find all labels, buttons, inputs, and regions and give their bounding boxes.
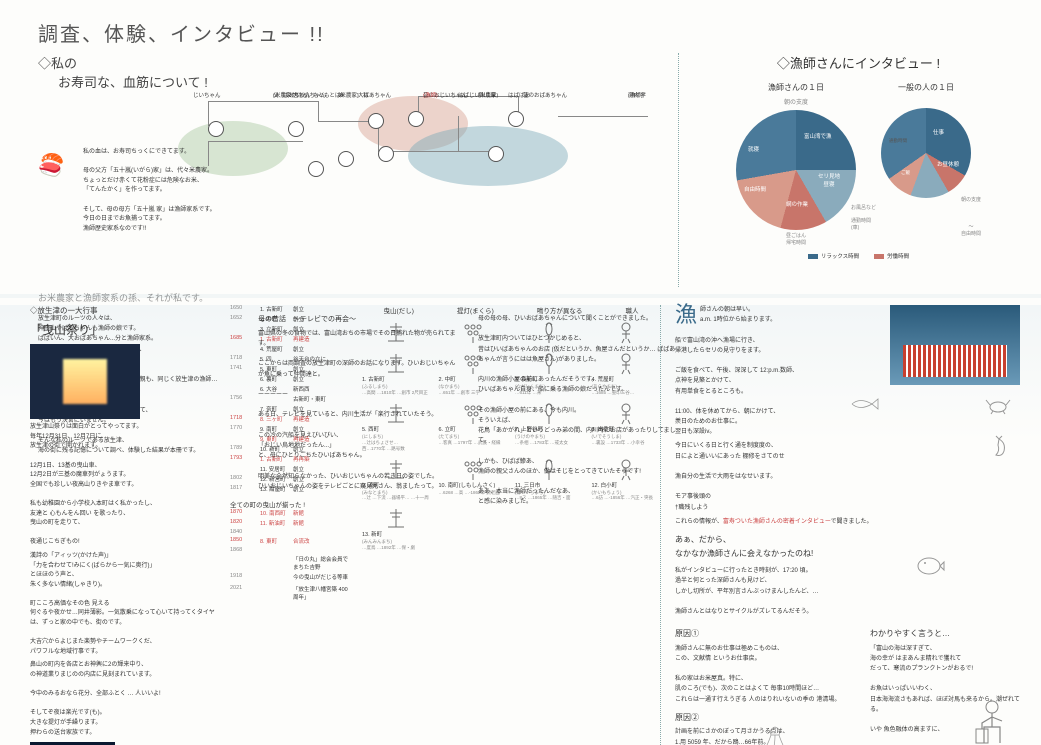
crab-icon <box>984 395 1012 415</box>
flatfish-icon <box>915 555 945 577</box>
col-mid: 母の昔話 〜テレビでの再会〜 富山県の冬の食物では、富山湾おちの市場でその日捕れ… <box>258 314 458 508</box>
sushi-icon: 🍣 <box>36 151 68 181</box>
pie1-head: 漁師さんの１日 <box>736 82 856 93</box>
intro-text: 私の血は、お寿司ちっくにできてます。 母の父方「五十嵐(いがら)家」は、代々米農… <box>83 148 233 234</box>
sitting-person-icon <box>960 695 1015 745</box>
fish-kanji-icon: 漁 <box>675 305 697 325</box>
pie-legend: リラックス時間 労働時間 <box>699 252 1018 260</box>
squid-icon <box>761 725 789 745</box>
fish-icon <box>850 395 880 413</box>
pie-chart-fisherman: 富山湾で漁 セリ見地 昼寝 網の作業 自由時間 就寝 <box>736 110 856 230</box>
interview-title: ◇漁師さんにインタビュー ! <box>699 53 1018 72</box>
shrimp-icon <box>988 435 1010 461</box>
lineage-title-2: お寿司な、血筋について ! <box>58 72 678 91</box>
festival-photo-1 <box>30 344 140 419</box>
fisherman-story: 漁 師さんの朝は早い。 a.m. 1時位から始まります。 船で富山湾の沖へ漁場に… <box>660 305 1020 745</box>
pie1-sub: 朝の支度 <box>736 97 856 106</box>
market-photo <box>890 305 1020 385</box>
pie-chart-normal: 仕事 お昼休憩 ご飯 通勤時間 <box>881 108 971 198</box>
pie2-head: 一般の人の１日 <box>871 82 981 93</box>
lineage-title-1: ◇私の <box>38 53 678 72</box>
col-right: 母の母の母、ひいおばあちゃんについて聞くことができました。 放生津町内ついてはひ… <box>478 314 678 508</box>
family-tree: 大じいちゃん 大ばあちゃん 昔のおじいちゃん (漁師) 昔のおばあちゃん じいち… <box>178 91 678 201</box>
main-title: 調査、体験、インタビュー !! <box>0 0 1041 47</box>
